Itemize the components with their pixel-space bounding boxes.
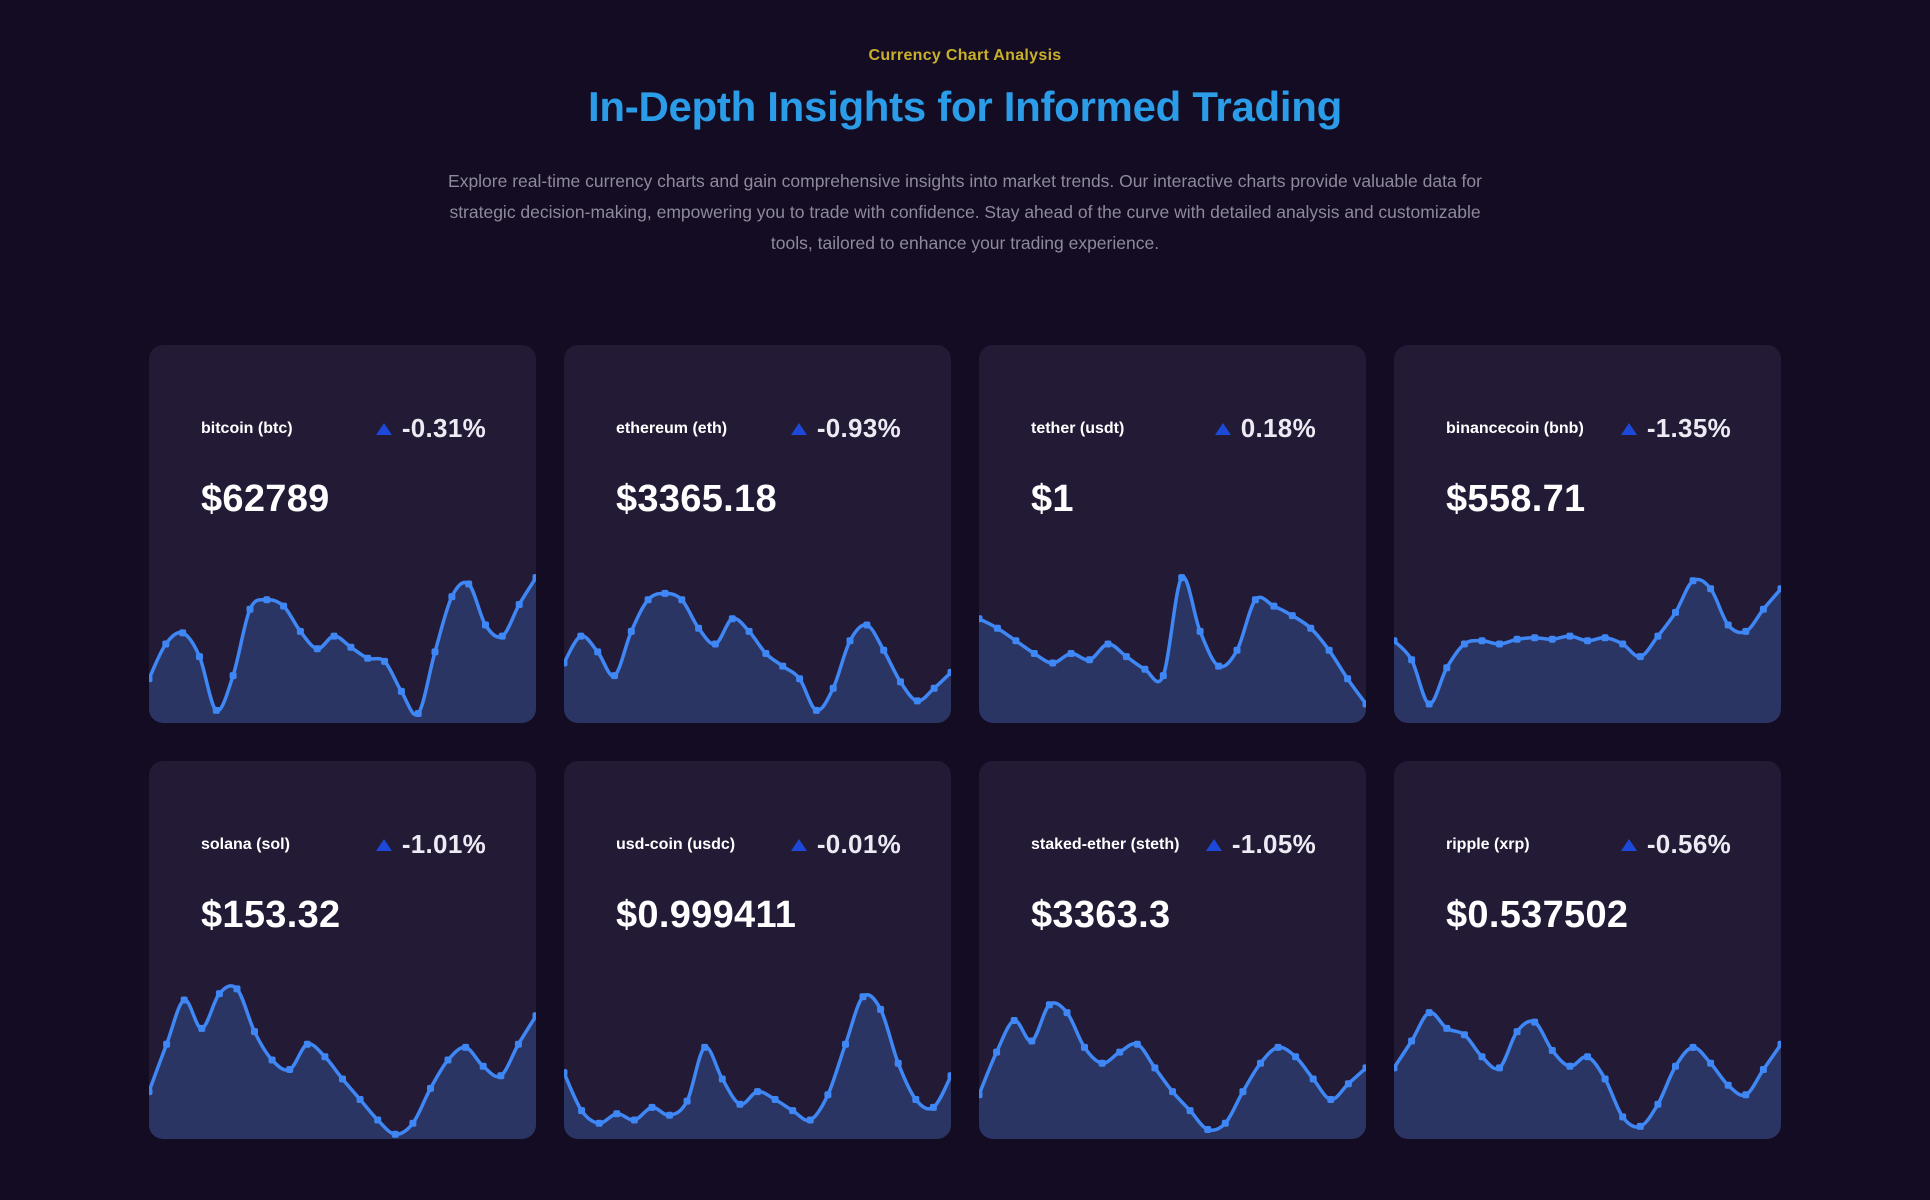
coin-name: ripple (xrp)	[1446, 835, 1530, 853]
coin-change: -0.93%	[790, 413, 901, 444]
coin-price: $0.999411	[616, 894, 797, 936]
coin-name: tether (usdt)	[1031, 419, 1125, 437]
section-eyebrow: Currency Chart Analysis	[868, 47, 1062, 64]
coin-price: $153.32	[201, 894, 341, 936]
change-value: -1.01%	[401, 829, 486, 859]
coin-price: $3363.3	[1031, 894, 1171, 936]
coin-price: $1	[1031, 478, 1074, 520]
coin-name: usd-coin (usdc)	[616, 835, 736, 853]
sparkline-chart	[1394, 1009, 1781, 1139]
change-value: -0.93%	[816, 413, 901, 443]
coin-card[interactable]: tether (usdt) 0.18% $1	[979, 345, 1366, 723]
coin-card-header: ethereum (eth) -0.93%	[564, 345, 951, 444]
change-up-icon	[1205, 838, 1222, 851]
coin-change: 0.18%	[1214, 413, 1316, 444]
coin-card-header: usd-coin (usdc) -0.01%	[564, 761, 951, 860]
coin-card-header: binancecoin (bnb) -1.35%	[1394, 345, 1781, 444]
coin-card-header: bitcoin (btc) -0.31%	[149, 345, 536, 444]
change-value: -0.31%	[401, 413, 486, 443]
coin-change: -0.31%	[375, 413, 486, 444]
coin-name: bitcoin (btc)	[201, 419, 293, 437]
change-value: -0.56%	[1646, 829, 1731, 859]
change-up-icon	[375, 838, 392, 851]
coin-card[interactable]: staked-ether (steth) -1.05% $3363.3	[979, 761, 1366, 1139]
change-value: -1.05%	[1231, 829, 1316, 859]
change-value: -0.01%	[816, 829, 901, 859]
coin-name: binancecoin (bnb)	[1446, 419, 1584, 437]
sparkline-chart	[149, 574, 536, 723]
sparkline-chart	[979, 574, 1366, 723]
change-up-icon	[375, 422, 392, 435]
coin-card-header: ripple (xrp) -0.56%	[1394, 761, 1781, 860]
change-value: 0.18%	[1240, 413, 1316, 443]
coin-card[interactable]: binancecoin (bnb) -1.35% $558.71	[1394, 345, 1781, 723]
coin-change: -1.05%	[1205, 829, 1316, 860]
coin-card-header: tether (usdt) 0.18%	[979, 345, 1366, 444]
coin-price: $0.537502	[1446, 894, 1629, 936]
coin-change: -1.35%	[1620, 413, 1731, 444]
coin-name: solana (sol)	[201, 835, 290, 853]
page-description: Explore real-time currency charts and ga…	[448, 171, 1482, 253]
coin-card[interactable]: usd-coin (usdc) -0.01% $0.999411	[564, 761, 951, 1139]
sparkline-chart	[979, 1001, 1366, 1139]
coin-card-header: staked-ether (steth) -1.05%	[979, 761, 1366, 860]
coin-card-header: solana (sol) -1.01%	[149, 761, 536, 860]
coin-change: -1.01%	[375, 829, 486, 860]
coin-change: -0.01%	[790, 829, 901, 860]
change-up-icon	[1620, 422, 1637, 435]
change-up-icon	[790, 838, 807, 851]
coin-change: -0.56%	[1620, 829, 1731, 860]
change-up-icon	[1620, 838, 1637, 851]
coin-price: $62789	[201, 478, 330, 520]
sparkline-chart	[564, 993, 951, 1139]
coin-name: ethereum (eth)	[616, 419, 728, 437]
sparkline-chart	[564, 589, 951, 723]
change-value: -1.35%	[1646, 413, 1731, 443]
coin-card[interactable]: solana (sol) -1.01% $153.32	[149, 761, 536, 1139]
page-title: In-Depth Insights for Informed Trading	[588, 83, 1342, 130]
sparkline-chart	[1394, 577, 1781, 723]
change-up-icon	[790, 422, 807, 435]
change-up-icon	[1214, 422, 1231, 435]
page: Currency Chart Analysis In-Depth Insight…	[0, 0, 1930, 1139]
coin-card[interactable]: bitcoin (btc) -0.31% $62789	[149, 345, 536, 723]
sparkline-chart	[149, 984, 536, 1139]
coin-cards-grid: bitcoin (btc) -0.31% $62789 ethereum (et…	[149, 345, 1781, 1139]
coin-price: $558.71	[1446, 478, 1586, 520]
hero-header: Currency Chart Analysis In-Depth Insight…	[0, 0, 1930, 259]
coin-price: $3365.18	[616, 478, 777, 520]
coin-card[interactable]: ethereum (eth) -0.93% $3365.18	[564, 345, 951, 723]
coin-card[interactable]: ripple (xrp) -0.56% $0.537502	[1394, 761, 1781, 1139]
coin-name: staked-ether (steth)	[1031, 835, 1180, 853]
